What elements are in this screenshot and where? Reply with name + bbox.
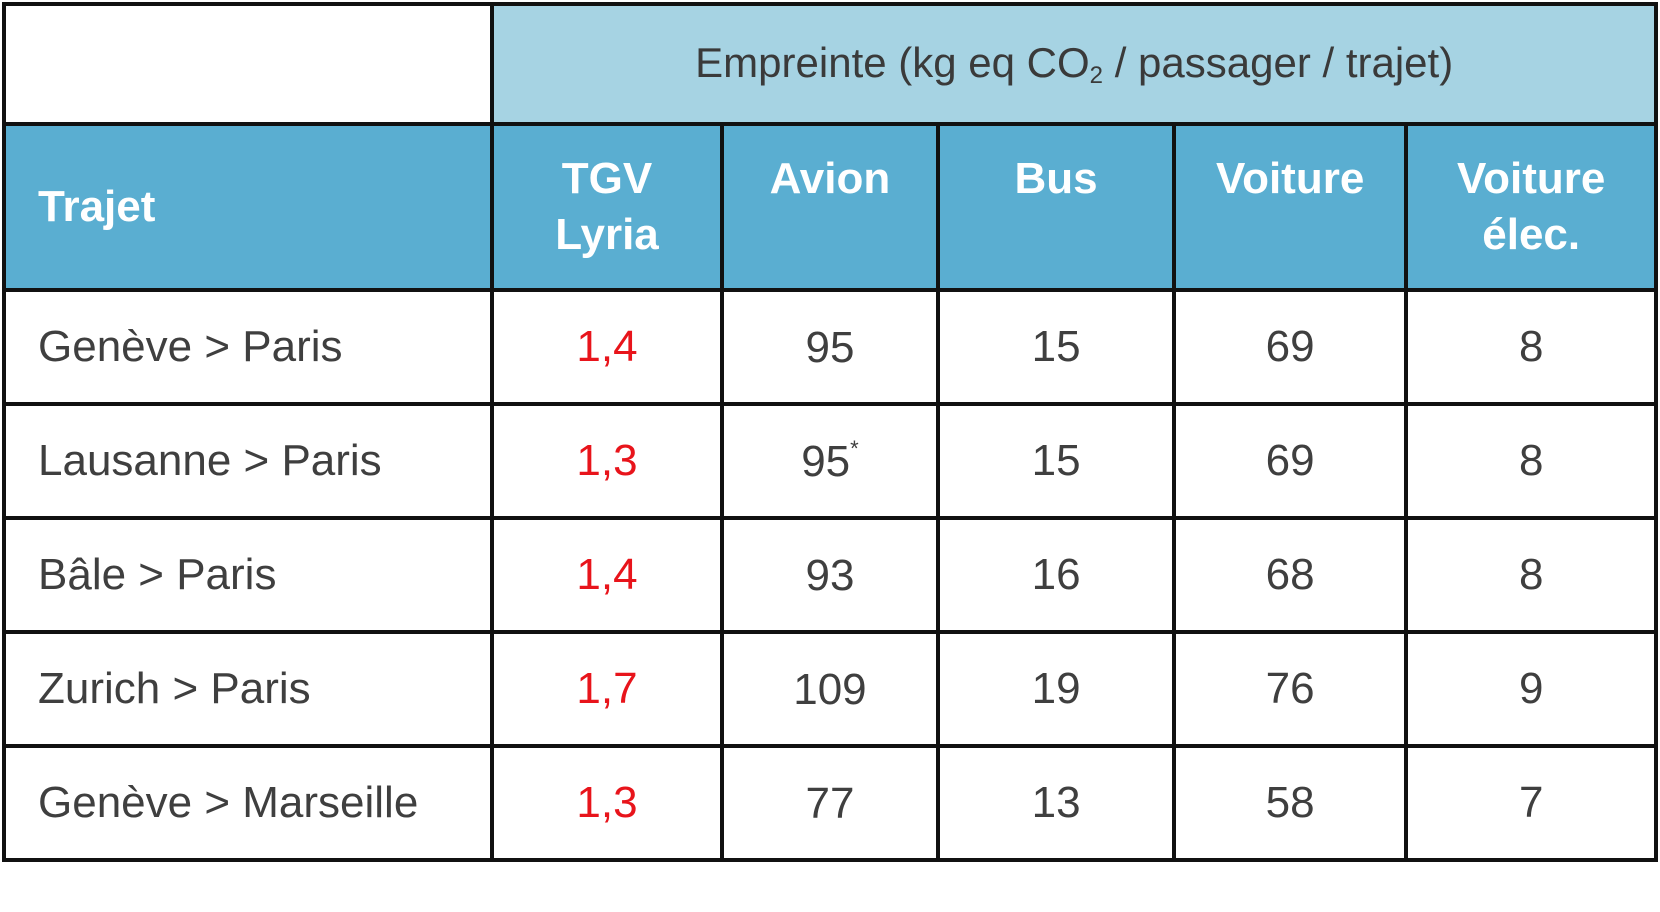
column-header-line1: Voiture	[1216, 154, 1365, 203]
avion-value: 95	[805, 322, 855, 372]
column-header-voiture: Voiture	[1171, 122, 1409, 292]
avion-value: 77	[805, 778, 855, 828]
avion-value-cell: 77	[719, 744, 941, 862]
column-header-line2: élec.	[1482, 210, 1581, 259]
avion-value-cell: 95*	[719, 402, 941, 520]
super-header-suffix: / passager / trajet)	[1103, 38, 1454, 86]
column-header-line1: Voiture	[1457, 154, 1606, 203]
column-header-avion: Avion	[719, 122, 941, 292]
co2-subscript: 2	[1089, 61, 1104, 89]
bus-value-cell: 15	[936, 402, 1176, 520]
column-header-line1: Bus	[1014, 154, 1098, 203]
column-header-line2	[724, 207, 937, 263]
column-header-bus: Bus	[936, 122, 1176, 292]
column-header-row: Trajet TGV Lyria Avion Bus Voiture Voitur…	[1, 122, 1658, 292]
footprint-super-header: Empreinte (kg eq CO2 / passager / trajet…	[490, 2, 1658, 126]
table-row: Zurich > Paris 1,7 109 19 76 9	[1, 630, 1658, 748]
voiture-elec-value-cell: 9	[1404, 630, 1658, 748]
column-header-line2	[940, 207, 1172, 263]
column-header-line1: TGV	[561, 154, 653, 203]
super-header-prefix: Empreinte (kg eq CO	[695, 38, 1090, 86]
tgv-value-cell: 1,3	[490, 744, 724, 862]
voiture-elec-value-cell: 8	[1404, 288, 1658, 406]
column-header-line1: Trajet	[38, 182, 156, 231]
avion-value-cell: 95	[719, 288, 941, 406]
voiture-value-cell: 68	[1171, 516, 1409, 634]
tgv-value-cell: 1,4	[490, 516, 724, 634]
column-header-line1: Avion	[769, 154, 891, 203]
tgv-value-cell: 1,7	[490, 630, 724, 748]
table-row: Genève > Paris 1,4 95 15 69 8	[1, 288, 1658, 406]
voiture-elec-value-cell: 8	[1404, 402, 1658, 520]
avion-footnote-mark: *	[850, 435, 859, 461]
table-row: Bâle > Paris 1,4 93 16 68 8	[1, 516, 1658, 634]
tgv-value-cell: 1,3	[490, 402, 724, 520]
column-header-line2	[1176, 207, 1405, 263]
bus-value-cell: 19	[936, 630, 1176, 748]
column-header-tgv: TGV Lyria	[490, 122, 724, 292]
bus-value-cell: 13	[936, 744, 1176, 862]
avion-value: 93	[805, 550, 855, 600]
blank-corner-cell	[1, 2, 495, 126]
voiture-value-cell: 58	[1171, 744, 1409, 862]
voiture-elec-value-cell: 7	[1404, 744, 1658, 862]
column-header-voiture-elec: Voiture élec.	[1404, 122, 1658, 292]
bus-value-cell: 15	[936, 288, 1176, 406]
super-header-row: Empreinte (kg eq CO2 / passager / trajet…	[1, 2, 1658, 126]
voiture-value-cell: 76	[1171, 630, 1409, 748]
route-cell: Genève > Marseille	[1, 744, 495, 862]
voiture-value-cell: 69	[1171, 288, 1409, 406]
route-cell: Bâle > Paris	[1, 516, 495, 634]
voiture-elec-value-cell: 8	[1404, 516, 1658, 634]
table-row: Genève > Marseille 1,3 77 13 58 7	[1, 744, 1658, 862]
table-row: Lausanne > Paris 1,3 95* 15 69 8	[1, 402, 1658, 520]
voiture-value-cell: 69	[1171, 402, 1409, 520]
avion-value: 95	[801, 436, 851, 486]
emissions-table: Empreinte (kg eq CO2 / passager / trajet…	[1, 2, 1658, 862]
column-header-line2: Lyria	[555, 210, 659, 259]
route-cell: Genève > Paris	[1, 288, 495, 406]
bus-value-cell: 16	[936, 516, 1176, 634]
avion-value-cell: 93	[719, 516, 941, 634]
tgv-value-cell: 1,4	[490, 288, 724, 406]
column-header-route: Trajet	[1, 122, 495, 292]
avion-value-cell: 109	[719, 630, 941, 748]
avion-value: 109	[793, 664, 867, 714]
route-cell: Lausanne > Paris	[1, 402, 495, 520]
route-cell: Zurich > Paris	[1, 630, 495, 748]
